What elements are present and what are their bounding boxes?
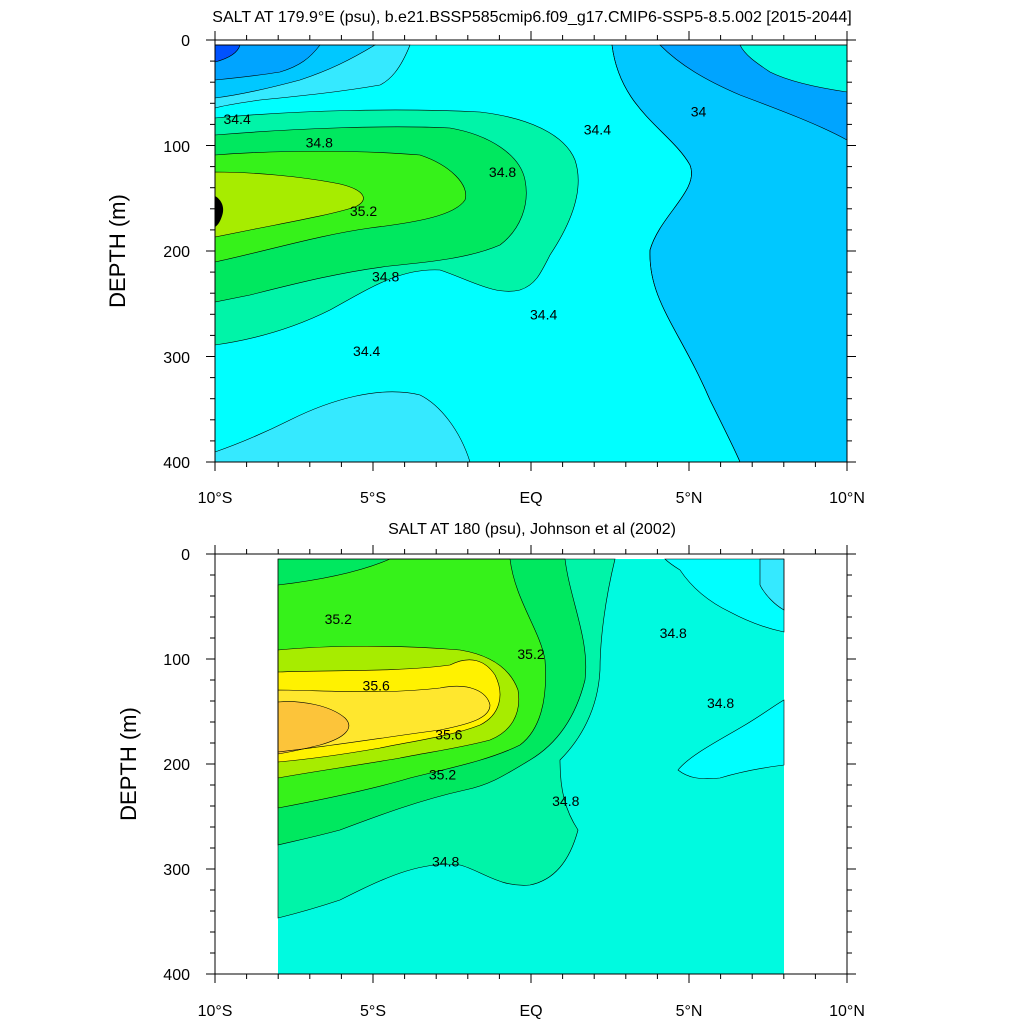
- salinity-region: [760, 559, 784, 610]
- panel2-x-tick-labels: 10°S 5°S EQ 5°N 10°N: [198, 1003, 865, 1020]
- y-tick-label: 100: [163, 652, 190, 669]
- y-tick-label: 400: [163, 967, 190, 984]
- x-tick-label: EQ: [519, 490, 542, 507]
- y-tick-label: 200: [163, 757, 190, 774]
- y-tick-label: 300: [163, 350, 190, 367]
- panel1-contour-labels: 34.4 34.8 35.2 34.8 34.4 34.8 34.4 34.4 34: [223, 104, 707, 359]
- contour-label: 34.4: [584, 122, 611, 138]
- panel-observations: SALT AT 180 (psu), Johnson et al (2002) …: [116, 521, 865, 1020]
- salinity-region: [278, 701, 349, 754]
- contour-line: [277, 558, 546, 809]
- y-tick-label: 200: [163, 244, 190, 261]
- panel1-contour-lines: [214, 44, 848, 463]
- contour-line: [214, 171, 364, 238]
- salinity-region: [740, 45, 847, 92]
- salinity-region: [215, 196, 224, 227]
- salinity-region: [678, 700, 784, 779]
- panel2-contour-lines: [277, 558, 785, 919]
- x-tick-label: 5°N: [676, 490, 703, 507]
- contour-label: 34.8: [552, 793, 579, 809]
- contour-line: [214, 44, 321, 81]
- panel1-y-tick-labels: 0 100 200 300 400: [163, 33, 190, 472]
- contour-label: 34.4: [223, 111, 250, 127]
- contour-line: [659, 44, 848, 141]
- contour-label: 34.8: [372, 268, 399, 284]
- y-tick-label: 0: [181, 547, 190, 564]
- contour-line: [277, 645, 520, 779]
- contour-label: 34.4: [353, 343, 380, 359]
- x-tick-label: 5°S: [360, 490, 386, 507]
- contour-line: [664, 558, 785, 633]
- panel-model: SALT AT 179.9°E (psu), b.e21.BSSP585cmip…: [105, 9, 865, 507]
- contour-label: 34: [691, 104, 707, 120]
- contour-line: [214, 44, 377, 99]
- contour-line: [277, 558, 587, 846]
- contour-line: [277, 701, 350, 755]
- x-tick-label: 10°N: [829, 490, 865, 507]
- y-tick-label: 0: [181, 33, 190, 50]
- contour-line: [277, 685, 491, 753]
- salinity-region: [215, 172, 364, 237]
- contour-line: [677, 699, 785, 780]
- contour-label: 34.8: [489, 164, 516, 180]
- panel2-contour-fills: [278, 559, 784, 974]
- panel1-x-tick-labels: 10°S 5°S EQ 5°N 10°N: [198, 490, 865, 507]
- x-tick-label: 10°S: [198, 490, 233, 507]
- panel2-y-tick-labels: 0 100 200 300 400: [163, 547, 190, 984]
- contour-label: 34.8: [707, 695, 734, 711]
- contour-label: 34.8: [660, 625, 687, 641]
- panel2-contour-labels: 35.2 35.6 35.6 35.2 35.2 34.8 34.8 34.8 34.8: [325, 611, 735, 870]
- x-tick-label: 10°N: [829, 1003, 865, 1020]
- x-tick-label: 10°S: [198, 1003, 233, 1020]
- contour-line: [759, 558, 785, 611]
- contour-label: 34.8: [432, 854, 459, 870]
- contour-label: 34.4: [530, 306, 557, 322]
- contour-label: 34.8: [306, 134, 333, 150]
- contour-line: [611, 44, 848, 463]
- contour-line: [277, 659, 501, 763]
- y-tick-label: 300: [163, 862, 190, 879]
- salinity-region: [665, 559, 784, 632]
- salinity-region: [215, 45, 320, 80]
- x-tick-label: 5°S: [360, 1003, 386, 1020]
- y-tick-label: 100: [163, 139, 190, 156]
- contour-line: [739, 44, 848, 93]
- panel2-ticks: [206, 545, 856, 983]
- contour-line: [214, 109, 579, 346]
- contour-line: [214, 150, 467, 263]
- panel2-y-axis-title: DEPTH (m): [116, 707, 141, 821]
- panel1-y-axis-title: DEPTH (m): [105, 194, 130, 308]
- contour-label: 35.2: [429, 767, 456, 783]
- contour-line: [277, 558, 616, 919]
- contour-label: 35.2: [325, 611, 352, 627]
- contour-label: 35.6: [363, 677, 390, 693]
- contour-label: 35.6: [435, 727, 462, 743]
- salinity-region: [215, 45, 240, 62]
- x-tick-label: EQ: [519, 1003, 542, 1020]
- panel1-ticks: [206, 31, 856, 471]
- contour-label: 35.2: [350, 203, 377, 219]
- panel2-title: SALT AT 180 (psu), Johnson et al (2002): [388, 521, 676, 538]
- panel1-contour-fills: [215, 45, 847, 462]
- contour-label: 35.2: [517, 646, 544, 662]
- x-tick-label: 5°N: [676, 1003, 703, 1020]
- salinity-region: [612, 45, 847, 462]
- contour-line: [214, 44, 411, 109]
- y-tick-label: 400: [163, 455, 190, 472]
- contour-line: [214, 126, 527, 303]
- panel1-title: SALT AT 179.9°E (psu), b.e21.BSSP585cmip…: [212, 9, 851, 26]
